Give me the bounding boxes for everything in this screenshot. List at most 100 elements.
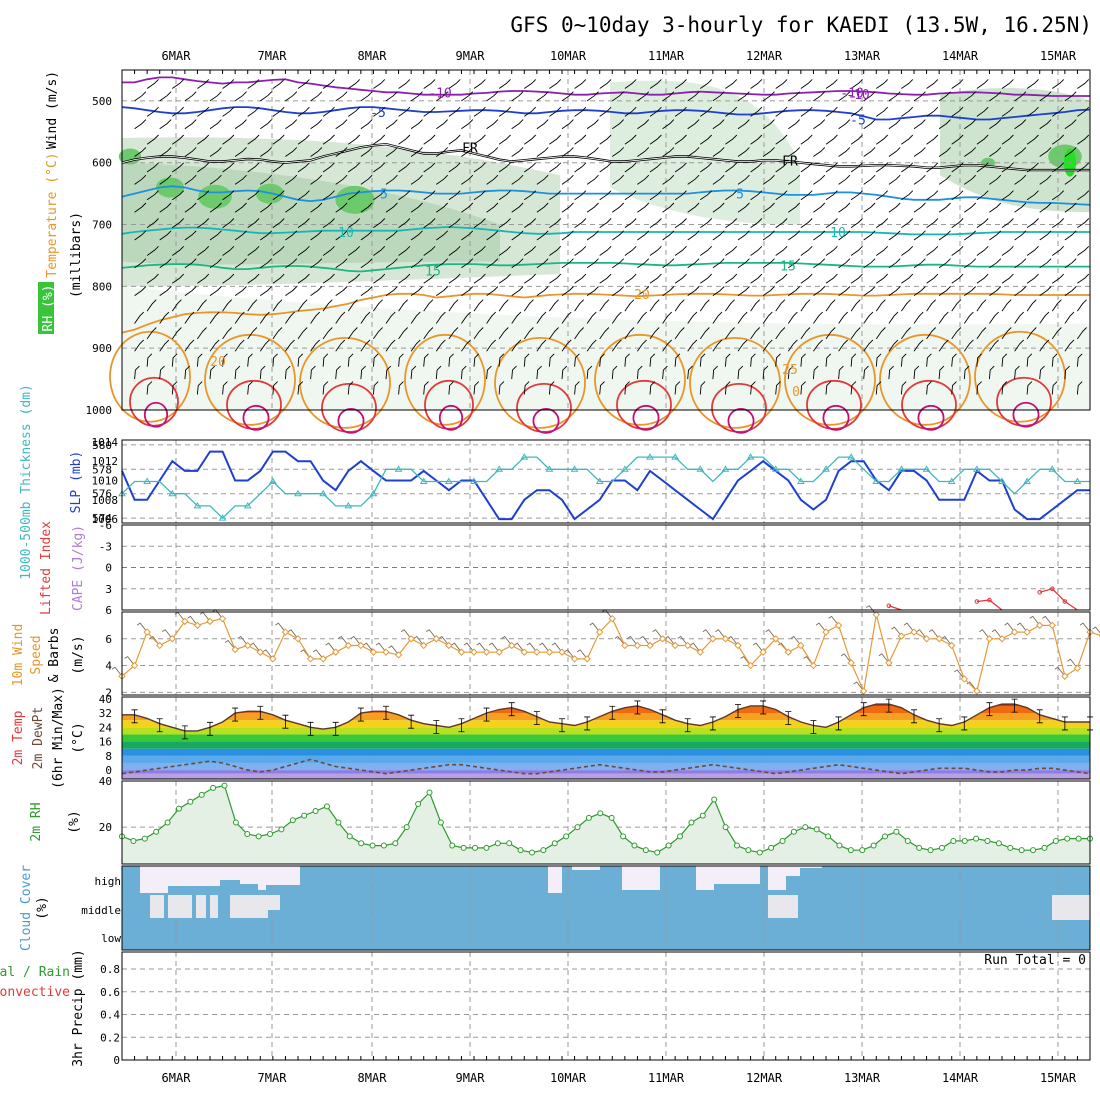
wind-barb <box>775 190 788 201</box>
wind-barb <box>674 134 687 145</box>
temp-minmax-bar <box>1061 716 1068 731</box>
wind-barb <box>222 106 235 117</box>
wind-barb <box>674 162 687 173</box>
wind-barb <box>951 273 964 284</box>
wind-barb <box>247 134 260 145</box>
isotherm-label: 20 <box>634 288 650 303</box>
wind-barb <box>272 353 278 367</box>
wind-barb <box>410 339 421 352</box>
wind-barb <box>536 147 549 157</box>
wind-barb <box>637 174 650 185</box>
rh-band-low <box>122 286 1090 410</box>
wind-barb <box>410 230 423 241</box>
rh-point <box>938 844 945 851</box>
wind-speed-point <box>256 648 264 656</box>
wind-barb <box>674 299 685 312</box>
date-label-top: 6MAR <box>162 49 192 63</box>
wind-barb <box>398 245 411 256</box>
wind-barb <box>574 106 587 117</box>
wind-barb <box>1026 381 1033 395</box>
label-minmax: (6hr Min/Max) <box>51 687 66 789</box>
wind-barb <box>1064 339 1075 352</box>
wind-barb <box>913 230 926 241</box>
isotherm-25-loop <box>879 333 971 426</box>
wind-barb <box>373 299 383 312</box>
label-rh-percent: RH (%) <box>41 285 56 332</box>
wind-barb <box>938 258 951 269</box>
thickness-point <box>847 453 856 460</box>
wind-barb <box>285 147 298 157</box>
wind-barb <box>964 174 977 185</box>
wind-barb <box>624 106 637 117</box>
wind-barb <box>875 299 886 312</box>
thickness-point <box>268 477 277 484</box>
wind-barb <box>724 353 731 367</box>
wind-barb <box>800 162 813 173</box>
wind-barb <box>926 299 937 312</box>
wind-barb <box>813 230 826 241</box>
wind-barb <box>335 311 346 324</box>
wind-barb <box>662 174 675 185</box>
wind-barb <box>473 218 486 228</box>
wind-barb <box>687 339 698 352</box>
rh-point <box>688 819 695 826</box>
wind-barb <box>674 273 687 284</box>
rh-point <box>415 801 422 808</box>
wind-barb <box>1039 174 1052 185</box>
label-thickness: 1000-500mb Thickness (dm) <box>19 384 34 580</box>
wind-barb <box>750 190 763 201</box>
wind-barb <box>285 258 298 269</box>
wind-speed-point <box>872 610 880 619</box>
wind-speed-point <box>608 614 616 623</box>
wind-barb <box>222 327 233 340</box>
wind-barb <box>938 119 951 130</box>
wind-barb <box>486 311 497 324</box>
wind-barb <box>800 190 813 201</box>
wind-barb <box>473 245 486 256</box>
temp-minmax-bar <box>408 714 415 729</box>
wind-barb <box>285 91 298 102</box>
wind-barb <box>423 327 434 340</box>
wind-barb <box>888 230 901 241</box>
wind-barb <box>687 311 698 324</box>
wind-barb <box>423 299 434 312</box>
wind-barb-10m <box>715 629 726 640</box>
wind-speed-point <box>218 614 227 623</box>
wind-speed-point <box>684 641 692 650</box>
wind-barb <box>448 106 461 117</box>
date-label-bottom: 9MAR <box>456 1071 486 1085</box>
wind-barb <box>813 119 826 130</box>
wind-barb <box>888 258 901 269</box>
wind-barb <box>574 273 587 284</box>
wind-barb <box>662 147 675 157</box>
temp-tick: 24 <box>99 721 113 734</box>
wind-barb-10m <box>928 629 940 640</box>
date-label-top: 15MAR <box>1040 49 1077 63</box>
wind-barb <box>901 245 914 256</box>
wind-barb <box>461 258 474 269</box>
rh-point <box>460 844 467 851</box>
wind-barb <box>762 147 775 157</box>
wind-barb <box>159 147 172 157</box>
temp-minmax-bar <box>357 707 364 722</box>
cloud-mid-block <box>196 895 206 918</box>
wind-barb <box>674 381 681 395</box>
wind-barb <box>649 162 662 173</box>
wind-barb <box>549 218 562 228</box>
wind-speed-point <box>482 648 491 656</box>
wind-barb-10m <box>488 642 500 653</box>
dewpoint-line <box>121 758 1091 775</box>
wind-barb <box>1077 218 1090 228</box>
wind-barb <box>1064 286 1077 296</box>
wind-barb <box>297 353 304 367</box>
wind-barb <box>260 147 273 157</box>
thickness-point <box>193 501 202 509</box>
wind-barb <box>498 162 511 173</box>
wind-barb <box>586 230 599 241</box>
isotherm-35-loop <box>337 408 365 434</box>
label-cloud-units: (%) <box>35 896 50 919</box>
temp-minmax-bar <box>835 716 842 731</box>
wind-barb <box>662 286 675 296</box>
wind-barb <box>888 311 899 324</box>
isotherm-label: -5 <box>370 106 386 121</box>
